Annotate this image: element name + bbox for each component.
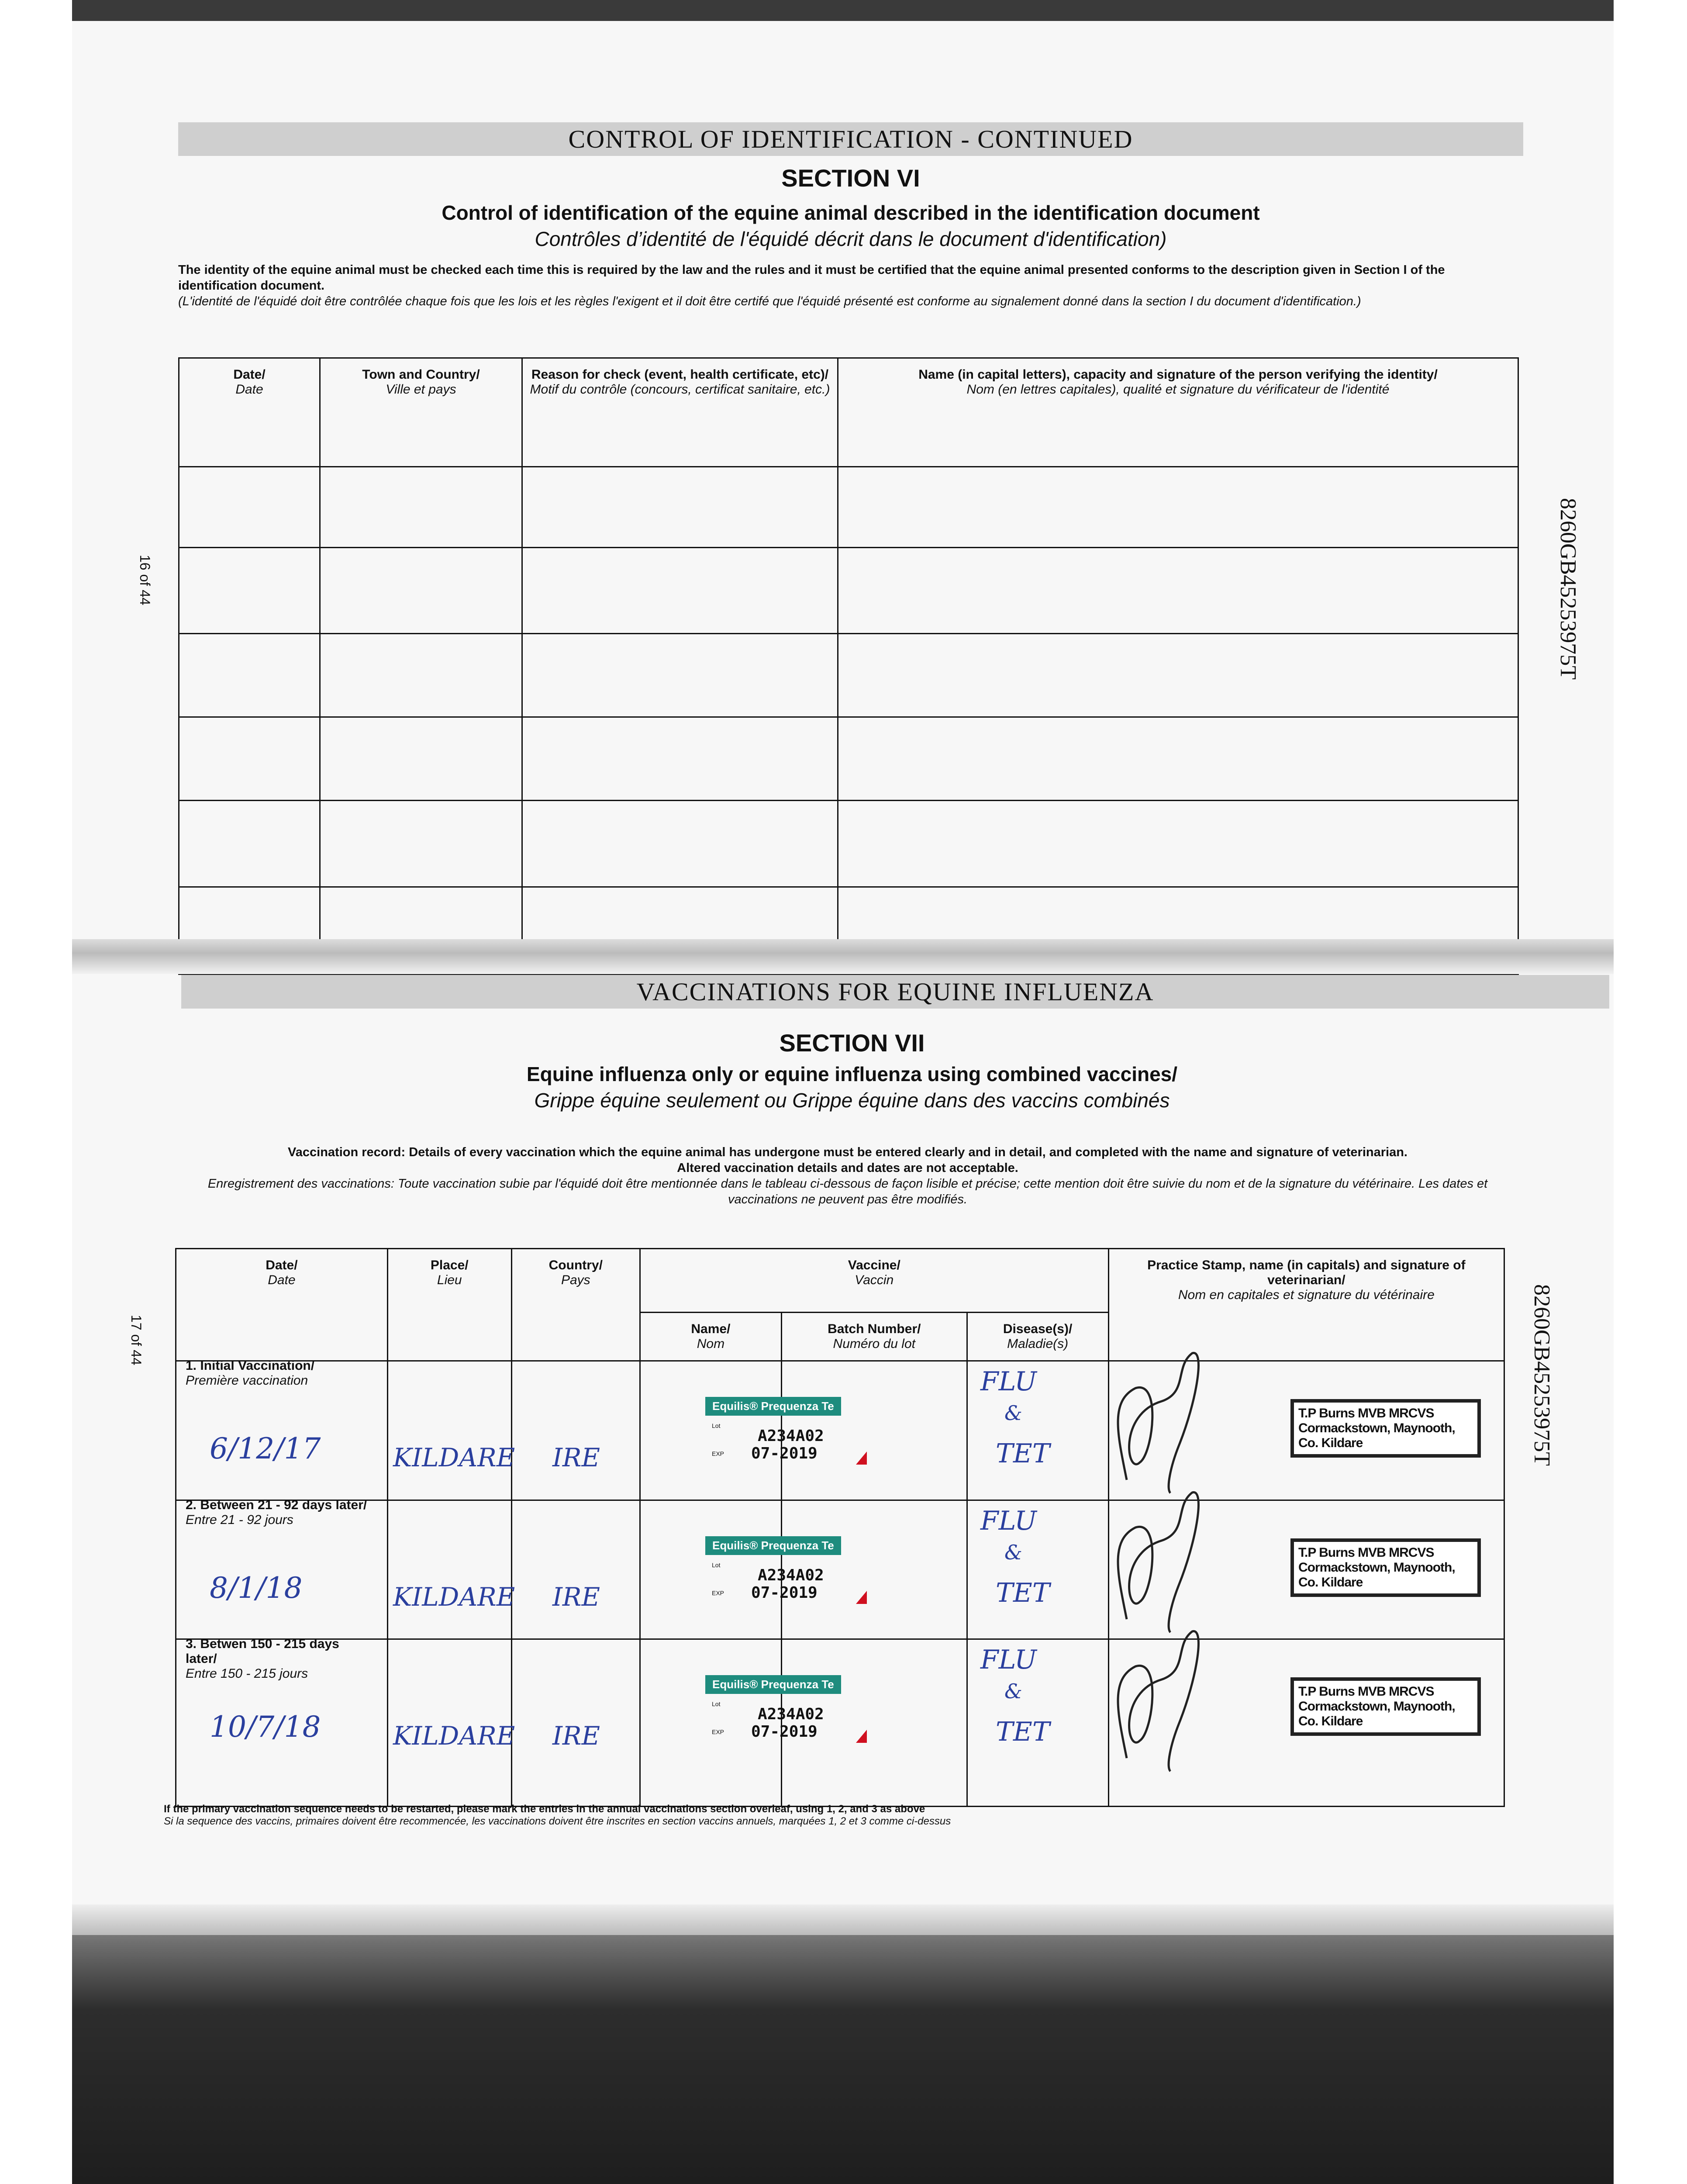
instructions-en-2: Altered vaccination details and dates ar…	[677, 1161, 1018, 1175]
vaccination-country: IRE	[552, 1582, 600, 1612]
row-label: 3. Betwen 150 - 215 days later/Entre 150…	[186, 1637, 339, 1681]
veterinarian-signature	[1117, 1491, 1200, 1633]
vaccination-place: KILDARE	[393, 1582, 515, 1612]
vaccination-date: 8/1/18	[210, 1571, 303, 1605]
vaccination-place: KILDARE	[393, 1721, 515, 1751]
vaccine-sticker-label: Equilis® Prequenza Te	[705, 1675, 841, 1694]
exp-tag: EXP	[712, 1728, 724, 1735]
section-vi-banner: CONTROL OF IDENTIFICATION - CONTINUED	[178, 122, 1523, 156]
header-row: Date/Date Town and Country/Ville et pays…	[178, 357, 1519, 467]
section-vii-banner: VACCINATIONS FOR EQUINE INFLUENZA	[181, 975, 1609, 1009]
vaccination-country: IRE	[552, 1443, 600, 1472]
table-row	[178, 466, 1519, 548]
page-edge	[72, 1904, 1614, 1935]
col-verifier: Name (in capital letters), capacity and …	[837, 357, 1519, 467]
col-vaccine-name: Name/Nom	[639, 1312, 783, 1362]
footnote: If the primary vaccination sequence need…	[164, 1803, 1518, 1828]
passport-id-vertical: 8260GB45253975T	[1529, 1284, 1554, 1466]
col-stamp: Practice Stamp, name (in capitals) and s…	[1107, 1248, 1505, 1362]
col-reason: Reason for check (event, health certific…	[521, 357, 838, 467]
col-vaccine: Vaccine/Vaccin	[639, 1248, 1109, 1313]
instructions-en: The identity of the equine animal must b…	[178, 263, 1445, 293]
vaccine-sticker-label: Equilis® Prequenza Te	[705, 1536, 841, 1555]
instructions-fr: Enregistrement des vaccinations: Toute v…	[207, 1177, 1488, 1206]
batch-number: A234A02	[758, 1427, 824, 1445]
disease-and: &	[1004, 1679, 1022, 1703]
vaccination-date: 6/12/17	[210, 1432, 321, 1465]
section-vi-instructions: The identity of the equine animal must b…	[178, 262, 1523, 309]
veterinarian-signature	[1117, 1352, 1200, 1494]
table-row	[178, 716, 1519, 801]
scan-bottom-edge	[72, 1935, 1614, 2184]
veterinarian-signature	[1117, 1630, 1200, 1772]
vaccination-place: KILDARE	[393, 1443, 515, 1472]
disease-flu: FLU	[980, 1645, 1037, 1675]
section-vii-heading: SECTION VII	[779, 1029, 925, 1057]
lot-tag: Lot	[712, 1422, 721, 1429]
disease-tet: TET	[996, 1438, 1050, 1469]
vaccination-table: Date/Date Place/Lieu Country/Pays Vaccin…	[175, 1248, 1505, 1807]
disease-and: &	[1004, 1401, 1022, 1425]
practice-stamp: T.P Burns MVB MRCVS Cormackstown, Maynoot…	[1290, 1399, 1481, 1458]
vaccination-country: IRE	[552, 1721, 600, 1751]
section-vii-title-fr: Grippe équine seulement ou Grippe équine…	[534, 1089, 1170, 1112]
scan-top-edge	[72, 0, 1614, 21]
practice-stamp: T.P Burns MVB MRCVS Cormackstown, Maynoot…	[1290, 1538, 1481, 1597]
footnote-en: If the primary vaccination sequence need…	[164, 1803, 925, 1815]
page-fold	[72, 939, 1614, 974]
practice-stamp: T.P Burns MVB MRCVS Cormackstown, Maynoot…	[1290, 1677, 1481, 1736]
table-row	[178, 800, 1519, 888]
page-number-17: 17 of 44	[128, 1315, 144, 1365]
disease-flu: FLU	[980, 1506, 1037, 1536]
batch-number: A234A02	[758, 1566, 824, 1584]
red-marker-icon	[856, 1730, 867, 1743]
expiry-date: 07-2019	[751, 1723, 818, 1741]
instructions-fr: (L'identité de l'équidé doit être contrô…	[178, 294, 1361, 308]
table-row	[175, 1638, 1505, 1807]
exp-tag: EXP	[712, 1590, 724, 1597]
col-date: Date/Date	[175, 1248, 388, 1362]
vaccine-sticker-label: Equilis® Prequenza Te	[705, 1397, 841, 1416]
passport-id-vertical: 8260GB45253975T	[1556, 498, 1580, 680]
row-label: 2. Between 21 - 92 days later/Entre 21 -…	[186, 1498, 367, 1527]
section-vii-title: Equine influenza only or equine influenz…	[526, 1063, 1178, 1085]
lot-tag: Lot	[712, 1700, 721, 1707]
col-country: Country/Pays	[511, 1248, 641, 1362]
vaccination-date: 10/7/18	[210, 1710, 321, 1744]
col-place: Place/Lieu	[386, 1248, 512, 1362]
red-marker-icon	[856, 1451, 867, 1465]
disease-and: &	[1004, 1541, 1022, 1564]
disease-tet: TET	[996, 1578, 1050, 1608]
table-row	[178, 547, 1519, 634]
expiry-date: 07-2019	[751, 1584, 818, 1602]
table-row	[178, 633, 1519, 718]
row-label: 1. Initial Vaccination/Première vaccinat…	[186, 1358, 315, 1388]
col-batch: Batch Number/Numéro du lot	[781, 1312, 968, 1362]
page-number-16: 16 of 44	[137, 555, 153, 605]
lot-tag: Lot	[712, 1562, 721, 1569]
col-date: Date/Date	[178, 357, 321, 467]
expiry-date: 07-2019	[751, 1444, 818, 1462]
disease-flu: FLU	[980, 1366, 1037, 1397]
col-town-country: Town and Country/Ville et pays	[319, 357, 523, 467]
disease-tet: TET	[996, 1717, 1050, 1747]
footnote-fr: Si la sequence des vaccins, primaires do…	[164, 1815, 951, 1827]
red-marker-icon	[856, 1591, 867, 1604]
table-row	[175, 1360, 1505, 1501]
section-vi-heading: SECTION VI	[781, 164, 920, 192]
col-disease: Disease(s)/Maladie(s)	[966, 1312, 1109, 1362]
section-vi-title-fr: Contrôles d’identité de l'équidé décrit …	[535, 228, 1167, 250]
instructions-en: Vaccination record: Details of every vac…	[288, 1145, 1408, 1159]
identity-check-table: Date/Date Town and Country/Ville et pays…	[178, 357, 1519, 975]
section-vii-instructions: Vaccination record: Details of every vac…	[175, 1144, 1520, 1207]
batch-number: A234A02	[758, 1705, 824, 1723]
section-vi-title: Control of identification of the equine …	[442, 201, 1260, 224]
exp-tag: EXP	[712, 1450, 724, 1457]
